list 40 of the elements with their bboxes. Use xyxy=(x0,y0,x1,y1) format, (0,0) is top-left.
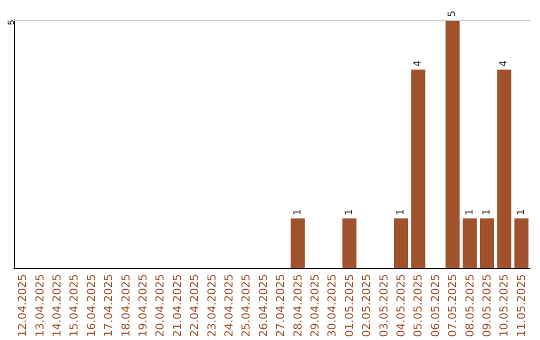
x-tick-label: 11.05.2025 xyxy=(514,274,528,338)
x-tick-label: 04.05.2025 xyxy=(394,274,408,338)
x-tick-label: 10.05.2025 xyxy=(498,274,511,338)
x-tick-label: 13.04.2025 xyxy=(33,274,46,338)
x-tick-label: 26.04.2025 xyxy=(256,274,270,338)
x-tick-label: 27.04.2025 xyxy=(274,274,288,338)
data-label: 4 xyxy=(412,60,424,67)
x-tick-label: 24.04.2025 xyxy=(222,274,236,338)
x-tick-label: 22.04.2025 xyxy=(188,274,202,338)
data-label: 1 xyxy=(292,209,304,216)
x-tick-label: 25.04.2025 xyxy=(240,274,253,338)
x-tick-label: 01.05.2025 xyxy=(342,274,356,338)
x-tick-label: 30.04.2025 xyxy=(326,274,339,338)
x-tick-label: 16.04.2025 xyxy=(84,274,98,338)
x-tick-label: 28.04.2025 xyxy=(291,274,304,338)
x-tick-label: 18.04.2025 xyxy=(119,274,132,338)
x-tick-label: 21.04.2025 xyxy=(170,274,184,338)
x-tick-label: 02.05.2025 xyxy=(360,274,374,338)
x-tick-label: 07.05.2025 xyxy=(446,274,460,338)
x-tick-label: 09.05.2025 xyxy=(480,274,494,338)
x-tick-label: 20.04.2025 xyxy=(154,274,167,338)
x-tick-label: 23.04.2025 xyxy=(205,274,218,338)
x-tick-label: 05.05.2025 xyxy=(412,274,425,338)
data-label: 1 xyxy=(464,209,476,216)
x-tick-label: 19.04.2025 xyxy=(136,274,150,338)
x-tick-label: 17.04.2025 xyxy=(102,274,116,338)
x-tick-label: 14.04.2025 xyxy=(50,274,64,338)
data-label: 1 xyxy=(516,209,527,216)
x-tick-label: 12.04.2025 xyxy=(16,274,30,338)
ref-line-label: 5 xyxy=(6,20,16,26)
data-label: 1 xyxy=(482,209,492,216)
data-label: 1 xyxy=(344,209,355,216)
x-tick-label: 15.04.2025 xyxy=(68,274,81,338)
data-label: 1 xyxy=(396,209,406,216)
x-tick-label: 08.05.2025 xyxy=(463,274,476,338)
x-tick-label: 03.05.2025 xyxy=(377,274,390,338)
data-label: 4 xyxy=(498,60,510,67)
x-tick-label: 29.04.2025 xyxy=(308,274,322,338)
data-label: 5 xyxy=(447,10,458,17)
x-tick-label: 06.05.2025 xyxy=(428,274,442,338)
